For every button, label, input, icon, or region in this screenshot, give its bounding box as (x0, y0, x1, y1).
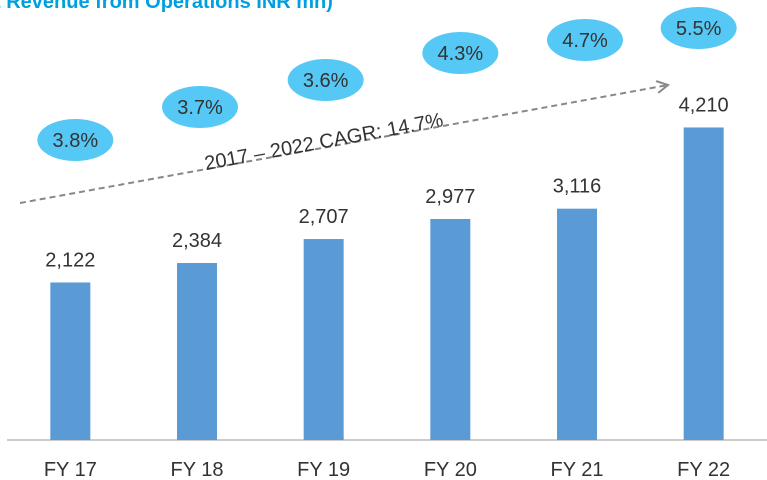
cagr-annotation: 2017 – 2022 CAGR: 14.7% (203, 109, 446, 175)
bubble-label: 5.5% (676, 18, 722, 40)
bar (683, 127, 724, 441)
bubble (37, 119, 114, 161)
bar (557, 208, 597, 440)
data-label: 2,384 (172, 230, 222, 252)
x-tick-label: FY 22 (677, 459, 730, 480)
bubble-label: 4.3% (438, 43, 484, 65)
bar (50, 282, 91, 440)
bubble (422, 32, 499, 74)
data-label: 3,116 (553, 176, 602, 198)
bubble (660, 7, 737, 49)
x-tick-label: FY 21 (551, 459, 604, 480)
x-tick-label: FY 20 (424, 459, 477, 480)
x-tick-label: FY 17 (44, 459, 97, 480)
data-label: 4,210 (679, 94, 729, 116)
bar (177, 263, 217, 440)
bar (430, 218, 471, 440)
data-label: 2,122 (45, 249, 95, 271)
bubble-label: 3.6% (303, 70, 349, 92)
x-tick-label: FY 18 (171, 459, 224, 480)
bubble (162, 86, 238, 128)
data-label: 2,977 (425, 186, 475, 208)
x-tick-label: FY 19 (297, 459, 350, 480)
bubble (287, 59, 364, 101)
bubble-label: 4.7% (562, 30, 608, 52)
bar (303, 239, 344, 440)
bubble-label: 3.8% (53, 130, 99, 152)
bubble-label: 3.7% (177, 97, 223, 119)
data-label: 2,707 (299, 206, 349, 228)
chart-title: t Revenue from Operations INR mn) (0, 0, 333, 13)
bubble (547, 19, 623, 61)
